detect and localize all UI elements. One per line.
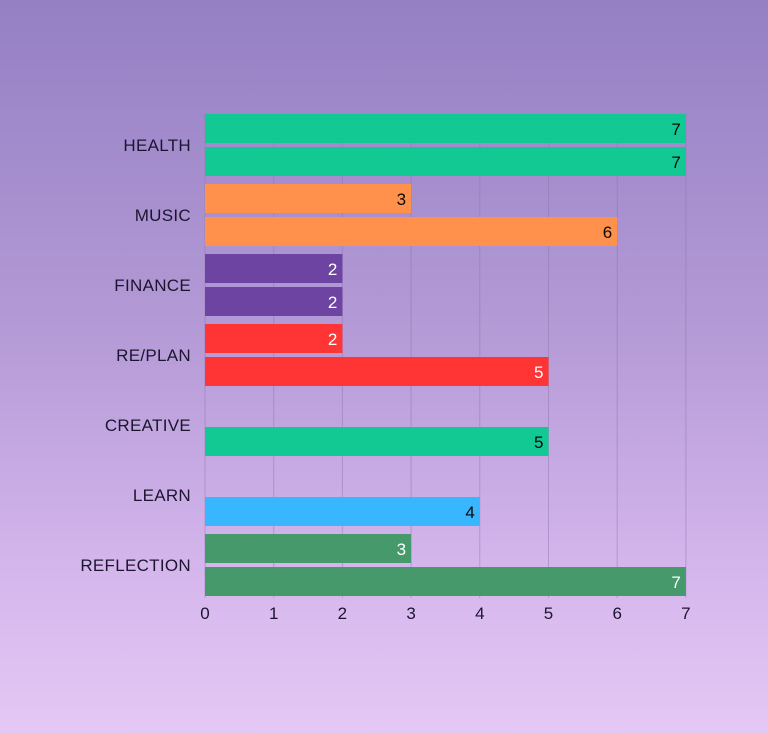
x-tick-label: 5 bbox=[544, 604, 553, 623]
bar bbox=[205, 324, 343, 353]
category-label: FINANCE bbox=[114, 276, 191, 295]
bar bbox=[205, 567, 686, 596]
category-label: HEALTH bbox=[123, 136, 191, 155]
data-label: 3 bbox=[397, 540, 406, 559]
category-label: CREATIVE bbox=[105, 416, 191, 435]
category-label: RE/PLAN bbox=[116, 346, 191, 365]
data-label: 6 bbox=[603, 223, 612, 242]
data-label: 7 bbox=[671, 573, 680, 592]
x-tick-label: 0 bbox=[200, 604, 209, 623]
labels: 0 1 2 3 4 5 6 7HEALTH77MUSIC36FINANCE22RE/PLAN2… bbox=[80, 120, 690, 623]
data-label: 7 bbox=[671, 153, 680, 172]
x-tick-label: 4 bbox=[475, 604, 484, 623]
bar bbox=[205, 217, 618, 246]
bar bbox=[205, 114, 686, 143]
data-label: 7 bbox=[671, 120, 680, 139]
x-tick-label: 3 bbox=[406, 604, 415, 623]
bar bbox=[205, 534, 412, 563]
bar bbox=[205, 254, 343, 283]
bar bbox=[205, 357, 549, 386]
x-tick-label: 1 bbox=[269, 604, 278, 623]
x-tick-label: 7 bbox=[681, 604, 690, 623]
bar bbox=[205, 287, 343, 316]
data-label: 5 bbox=[534, 363, 543, 382]
bar bbox=[205, 147, 686, 176]
bars bbox=[205, 114, 686, 596]
data-label: 2 bbox=[328, 293, 337, 312]
data-label: 2 bbox=[328, 260, 337, 279]
bar bbox=[205, 497, 480, 526]
x-tick-label: 6 bbox=[612, 604, 621, 623]
x-tick-label: 2 bbox=[338, 604, 347, 623]
data-label: 5 bbox=[534, 433, 543, 452]
category-label: MUSIC bbox=[135, 206, 191, 225]
data-label: 4 bbox=[465, 503, 474, 522]
bar bbox=[205, 184, 412, 213]
category-label: REFLECTION bbox=[80, 556, 191, 575]
category-label: LEARN bbox=[133, 486, 191, 505]
bar bbox=[205, 427, 549, 456]
data-label: 3 bbox=[397, 190, 406, 209]
data-label: 2 bbox=[328, 330, 337, 349]
